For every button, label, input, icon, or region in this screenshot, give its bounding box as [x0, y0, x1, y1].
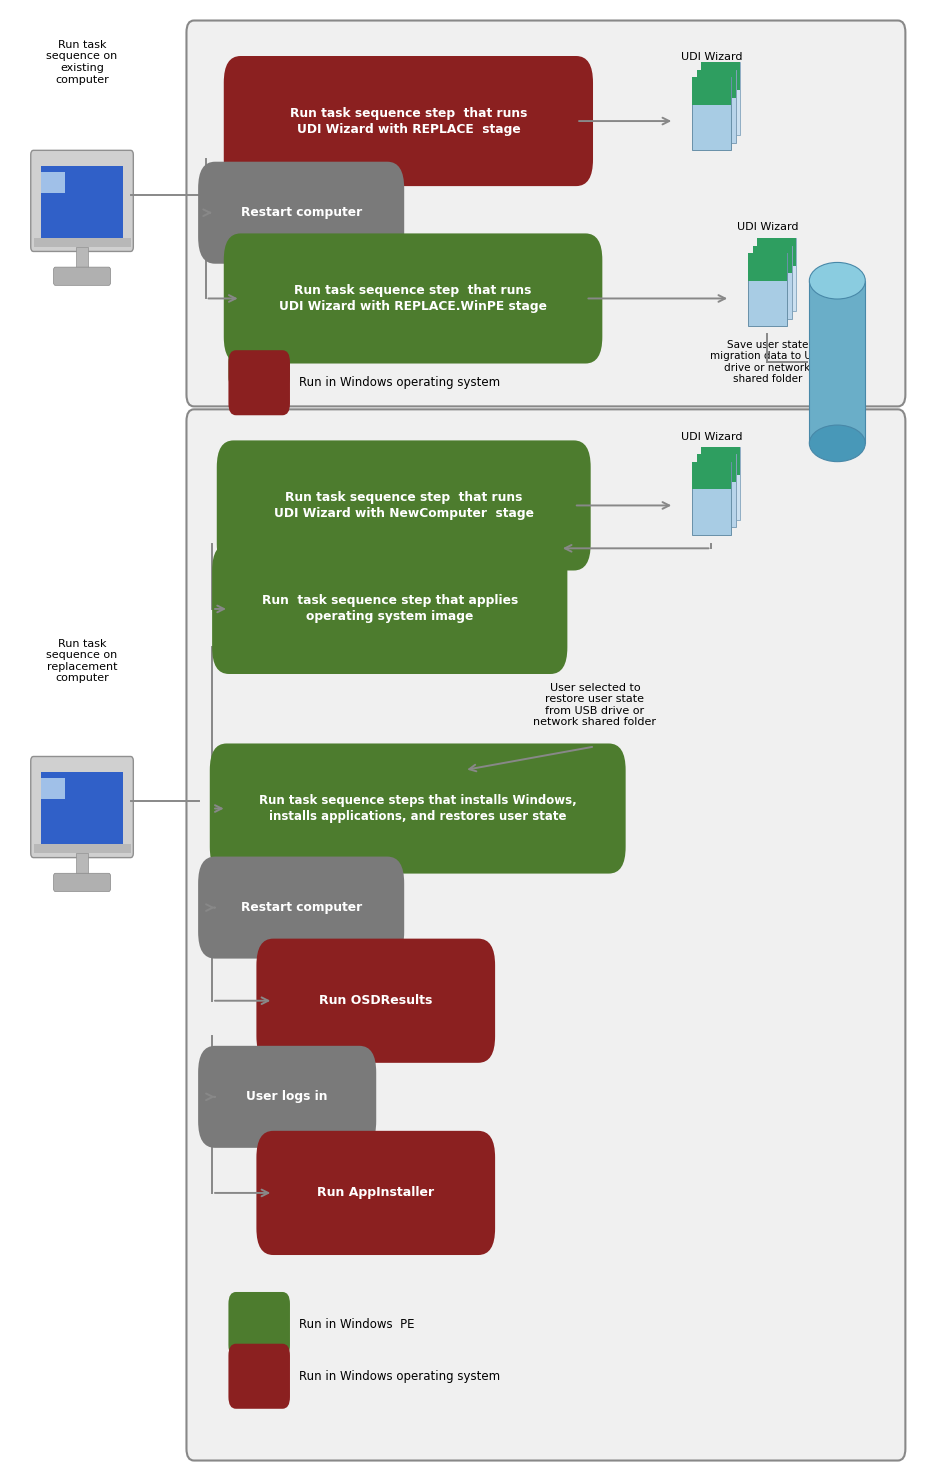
- FancyBboxPatch shape: [702, 447, 740, 475]
- FancyBboxPatch shape: [697, 70, 735, 98]
- Text: UDI Wizard: UDI Wizard: [681, 52, 742, 62]
- FancyBboxPatch shape: [256, 939, 495, 1063]
- FancyBboxPatch shape: [692, 462, 731, 534]
- Text: Run in Windows  PE: Run in Windows PE: [299, 1318, 415, 1331]
- FancyBboxPatch shape: [198, 856, 404, 959]
- FancyBboxPatch shape: [210, 743, 626, 874]
- FancyBboxPatch shape: [34, 237, 130, 246]
- FancyBboxPatch shape: [702, 62, 740, 135]
- FancyBboxPatch shape: [702, 62, 740, 91]
- FancyBboxPatch shape: [692, 77, 731, 105]
- FancyBboxPatch shape: [809, 280, 865, 444]
- FancyBboxPatch shape: [198, 162, 404, 264]
- Text: Run task sequence steps that installs Windows,
installs applications, and restor: Run task sequence steps that installs Wi…: [259, 794, 577, 824]
- FancyBboxPatch shape: [41, 778, 65, 800]
- FancyBboxPatch shape: [752, 246, 792, 273]
- Text: Run task
sequence on
existing
computer: Run task sequence on existing computer: [46, 40, 117, 85]
- FancyBboxPatch shape: [748, 254, 787, 280]
- FancyBboxPatch shape: [757, 239, 796, 312]
- Text: Save user state
migration data to USB
drive or network
shared folder: Save user state migration data to USB dr…: [709, 340, 825, 384]
- FancyBboxPatch shape: [31, 757, 133, 858]
- Text: User selected to
restore user state
from USB drive or
network shared folder: User selected to restore user state from…: [534, 683, 657, 727]
- FancyBboxPatch shape: [187, 410, 905, 1460]
- FancyBboxPatch shape: [41, 166, 123, 239]
- Text: Run AppInstaller: Run AppInstaller: [317, 1186, 434, 1199]
- FancyBboxPatch shape: [702, 447, 740, 519]
- FancyBboxPatch shape: [76, 853, 88, 877]
- FancyBboxPatch shape: [697, 454, 735, 527]
- FancyBboxPatch shape: [198, 1046, 376, 1147]
- FancyBboxPatch shape: [212, 545, 567, 674]
- FancyBboxPatch shape: [224, 233, 602, 364]
- FancyBboxPatch shape: [217, 441, 591, 570]
- FancyBboxPatch shape: [697, 70, 735, 142]
- FancyBboxPatch shape: [256, 1131, 495, 1255]
- Text: Run task sequence step  that runs
UDI Wizard with NewComputer  stage: Run task sequence step that runs UDI Wiz…: [274, 491, 534, 519]
- Text: UDI Wizard: UDI Wizard: [681, 432, 742, 442]
- FancyBboxPatch shape: [692, 77, 731, 150]
- Text: Run task sequence step  that runs
UDI Wizard with REPLACE.WinPE stage: Run task sequence step that runs UDI Wiz…: [279, 283, 547, 313]
- FancyBboxPatch shape: [229, 1293, 290, 1356]
- Ellipse shape: [809, 263, 865, 298]
- Text: UDI Wizard: UDI Wizard: [736, 223, 798, 232]
- FancyBboxPatch shape: [187, 21, 905, 407]
- FancyBboxPatch shape: [41, 773, 123, 846]
- FancyBboxPatch shape: [752, 246, 792, 319]
- Text: Restart computer: Restart computer: [240, 901, 362, 914]
- FancyBboxPatch shape: [229, 350, 290, 416]
- Text: Run OSDResults: Run OSDResults: [319, 994, 432, 1008]
- FancyBboxPatch shape: [53, 267, 111, 285]
- FancyBboxPatch shape: [229, 1343, 290, 1408]
- Text: Restart computer: Restart computer: [240, 206, 362, 220]
- FancyBboxPatch shape: [41, 172, 65, 193]
- FancyBboxPatch shape: [748, 254, 787, 326]
- FancyBboxPatch shape: [224, 56, 593, 186]
- Text: User logs in: User logs in: [247, 1091, 328, 1103]
- FancyBboxPatch shape: [229, 324, 290, 389]
- Ellipse shape: [809, 424, 865, 462]
- FancyBboxPatch shape: [53, 873, 111, 892]
- FancyBboxPatch shape: [697, 454, 735, 482]
- Text: Run in Windows operating system: Run in Windows operating system: [299, 377, 500, 389]
- Text: Run task
sequence on
replacement
computer: Run task sequence on replacement compute…: [46, 638, 117, 683]
- Text: Run  task sequence step that applies
operating system image: Run task sequence step that applies oper…: [262, 595, 518, 623]
- Text: Run in Windows  PE: Run in Windows PE: [299, 350, 415, 362]
- FancyBboxPatch shape: [76, 246, 88, 272]
- Text: Run in Windows operating system: Run in Windows operating system: [299, 1370, 500, 1383]
- FancyBboxPatch shape: [757, 239, 796, 266]
- Text: Run task sequence step  that runs
UDI Wizard with REPLACE  stage: Run task sequence step that runs UDI Wiz…: [290, 107, 527, 135]
- FancyBboxPatch shape: [31, 150, 133, 251]
- FancyBboxPatch shape: [692, 462, 731, 490]
- FancyBboxPatch shape: [34, 844, 130, 853]
